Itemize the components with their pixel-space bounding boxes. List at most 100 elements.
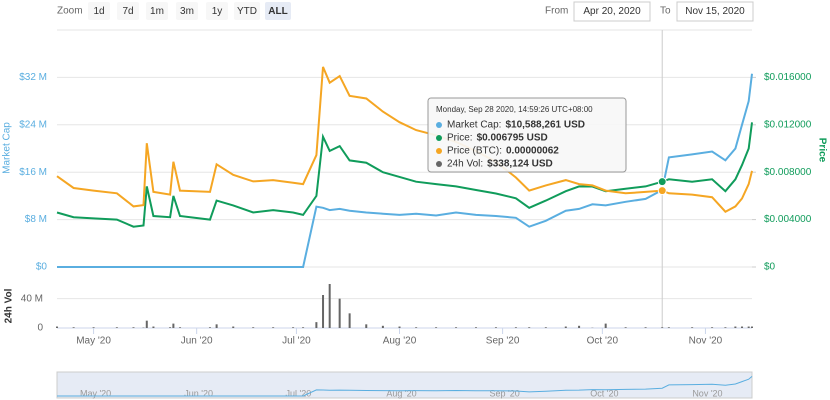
volume-bar bbox=[232, 326, 235, 328]
range-button-label: 1d bbox=[93, 6, 104, 17]
range-button-label: 7d bbox=[122, 6, 133, 17]
volume-bar bbox=[132, 327, 135, 328]
tooltip-label: Price: bbox=[447, 133, 473, 144]
volume-bar bbox=[751, 326, 753, 328]
from-value: Apr 20, 2020 bbox=[583, 6, 641, 17]
x-tick-label: Oct '20 bbox=[587, 336, 619, 347]
y-tick-label: $32 M bbox=[19, 72, 47, 83]
range-button-label: YTD bbox=[237, 6, 257, 17]
volume-bar bbox=[252, 327, 255, 328]
volume-bar bbox=[322, 295, 325, 328]
volume-bar bbox=[215, 324, 218, 328]
volume-bar bbox=[624, 327, 627, 328]
series-line bbox=[56, 66, 753, 213]
volume-bar bbox=[661, 327, 664, 328]
volume-bar bbox=[169, 327, 172, 328]
range-button[interactable] bbox=[88, 2, 110, 20]
y2-tick-label: $0.004000 bbox=[764, 214, 812, 225]
zoom-label: Zoom bbox=[57, 6, 83, 17]
volume-bar bbox=[474, 327, 477, 328]
volume-bar bbox=[691, 327, 694, 328]
volume-bar bbox=[302, 327, 305, 328]
vol-tick-label: 40 M bbox=[21, 293, 43, 304]
y-tick-label: $0 bbox=[36, 262, 48, 273]
tooltip-bullet bbox=[436, 122, 442, 128]
volume-bar bbox=[179, 327, 182, 328]
tooltip-value: $10,588,261 USD bbox=[505, 120, 585, 131]
volume-bar bbox=[644, 327, 647, 328]
navigator-tick-label: Jul '20 bbox=[286, 388, 312, 398]
volume-bar bbox=[208, 327, 211, 328]
volume-bar bbox=[734, 326, 737, 328]
volume-bar bbox=[564, 326, 567, 328]
tooltip-bullet bbox=[436, 135, 442, 141]
range-buttons: 1d 7d 1m 3m 1y YTD ALL bbox=[88, 2, 291, 20]
navigator-tick-label: Aug '20 bbox=[386, 388, 416, 398]
y-tick-label: $16 M bbox=[19, 167, 47, 178]
volume-bar bbox=[544, 327, 547, 328]
range-button[interactable] bbox=[176, 2, 198, 20]
range-button[interactable] bbox=[117, 2, 139, 20]
volume-bar bbox=[455, 327, 458, 328]
navigator-tick-label: Oct '20 bbox=[590, 388, 618, 398]
volume-bar bbox=[172, 323, 175, 328]
volume-bar bbox=[578, 325, 581, 328]
navigator-line bbox=[57, 376, 753, 397]
navigator-tick-label: Jun '20 bbox=[184, 388, 213, 398]
volume-bar bbox=[604, 323, 607, 328]
tooltip-date: Monday, Sep 28 2020, 14:59:26 UTC+08:00 bbox=[436, 105, 593, 114]
tooltip-bullet bbox=[436, 148, 442, 154]
volume-bar bbox=[398, 326, 401, 328]
series-line bbox=[57, 73, 753, 268]
x-tick-label: Nov '20 bbox=[689, 336, 723, 347]
y2-tick-label: $0.012000 bbox=[764, 119, 812, 130]
range-button-label: 1y bbox=[212, 6, 223, 17]
volume-bar bbox=[92, 327, 95, 328]
to-input[interactable] bbox=[676, 1, 754, 22]
range-button[interactable] bbox=[265, 2, 291, 20]
y-axis-title: Market Cap bbox=[2, 122, 13, 174]
volume-bar bbox=[56, 326, 58, 328]
tooltip-box bbox=[427, 97, 627, 173]
y2-tick-label: $0.016000 bbox=[764, 72, 812, 83]
x-tick-label: Jul '20 bbox=[282, 336, 311, 347]
tooltip-label: 24h Vol: bbox=[447, 159, 483, 170]
tooltip-value: 0.00000062 bbox=[506, 146, 559, 157]
volume-bar bbox=[711, 327, 714, 328]
volume-bar bbox=[315, 322, 318, 328]
range-button-label: 1m bbox=[150, 6, 164, 17]
x-tick-label: Jun '20 bbox=[181, 336, 213, 347]
tooltip-label: Price (BTC): bbox=[447, 146, 502, 157]
x-tick-label: Aug '20 bbox=[383, 336, 417, 347]
range-button[interactable] bbox=[234, 2, 260, 20]
navigator-tick-label: Nov '20 bbox=[692, 388, 722, 398]
range-button-label: 3m bbox=[180, 6, 194, 17]
navigator-tick-label: Sep '20 bbox=[489, 388, 519, 398]
volume-bar bbox=[328, 284, 331, 328]
navigator-tick-label: May '20 bbox=[80, 388, 111, 398]
to-value: Nov 15, 2020 bbox=[685, 6, 745, 17]
x-tick-label: May '20 bbox=[76, 336, 111, 347]
hover-marker bbox=[657, 186, 667, 196]
x-tick-label: Sep '20 bbox=[486, 336, 520, 347]
range-button[interactable] bbox=[146, 2, 168, 20]
from-input[interactable] bbox=[573, 1, 651, 22]
volume-bar bbox=[415, 327, 418, 328]
volume-bar bbox=[528, 327, 531, 328]
from-label: From bbox=[545, 6, 568, 17]
volume-bar bbox=[115, 327, 118, 328]
vol-tick-label: 0 bbox=[37, 323, 43, 334]
y-tick-label: $24 M bbox=[19, 119, 47, 130]
navigator[interactable] bbox=[56, 371, 753, 399]
y-tick-label: $8 M bbox=[25, 214, 47, 225]
volume-bar bbox=[272, 327, 275, 328]
volume-bar bbox=[494, 327, 497, 328]
range-button[interactable] bbox=[206, 2, 228, 20]
tooltip-label: Market Cap: bbox=[447, 120, 501, 131]
tooltip-value: $0.006795 USD bbox=[477, 133, 548, 144]
vol-axis-title: 24h Vol bbox=[4, 288, 15, 323]
volume-bar bbox=[381, 325, 384, 328]
volume-bar bbox=[292, 327, 295, 328]
volume-bar bbox=[514, 327, 517, 328]
series-line bbox=[56, 122, 753, 228]
